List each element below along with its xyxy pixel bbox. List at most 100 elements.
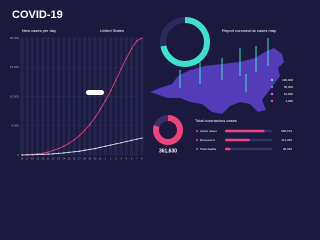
legend-label: 50,000 (284, 85, 294, 89)
point (115, 143, 117, 145)
bar-value: 211,345 (281, 138, 292, 142)
point (83, 149, 86, 152)
point (104, 145, 107, 147)
y-tick-label: 5,000 (11, 124, 19, 128)
bar-value: 336,673 (281, 129, 292, 133)
bullet (196, 139, 198, 141)
x-tick-label: 3 (115, 158, 117, 161)
point (94, 116, 96, 119)
point (73, 139, 75, 141)
x-tick-label: 28 (83, 158, 86, 161)
point (26, 154, 28, 156)
point (89, 148, 91, 151)
point (47, 151, 49, 153)
x-tick-label: 30 (94, 158, 97, 161)
point (78, 150, 81, 152)
legend-dot (270, 99, 274, 103)
legend-dot (270, 92, 274, 96)
point (130, 47, 133, 50)
x-tick-label: 6 (131, 158, 133, 161)
bar (225, 138, 250, 142)
point (42, 153, 44, 156)
x-tick-label: 24 (62, 158, 65, 161)
tooltip (86, 90, 104, 95)
x-tick-label: 27 (78, 158, 81, 161)
bar (225, 147, 231, 151)
point (68, 151, 70, 154)
point (120, 142, 122, 144)
legend-label: 1,000 (285, 99, 293, 103)
bar-title: Total coronavirus cases (195, 118, 237, 123)
bar-label: Total deaths (200, 147, 217, 151)
legend-label: 100,000 (282, 78, 293, 82)
point (78, 134, 81, 137)
point (31, 154, 34, 156)
x-tick-label: 7 (136, 158, 138, 161)
map-spikes (179, 38, 269, 92)
point (99, 146, 101, 149)
country: United States (100, 28, 124, 33)
point (42, 152, 44, 154)
x-tick-label: 16 (21, 158, 24, 161)
point (125, 57, 128, 60)
x-tick-label: 29 (88, 158, 91, 161)
bar-value: 45,345 (283, 147, 293, 151)
point (120, 68, 122, 70)
y-tick-label: 15,000 (10, 65, 20, 69)
x-tick-label: 26 (73, 158, 76, 161)
point (63, 145, 65, 147)
x-tick-label: 8 (141, 158, 143, 161)
x-tick-label: 2 (110, 158, 112, 161)
x-tick-label: 21 (47, 158, 50, 161)
point (21, 154, 23, 156)
point (136, 138, 138, 140)
us-map (150, 38, 284, 114)
point (68, 142, 70, 144)
point (52, 153, 55, 155)
point (125, 140, 128, 143)
point (141, 137, 143, 139)
x-tick-label: 31 (99, 158, 102, 161)
point (130, 139, 133, 142)
point (94, 147, 96, 150)
legend-dot (270, 78, 274, 82)
bar (225, 129, 265, 133)
series-line (21, 37, 143, 156)
x-tick-label: 18 (31, 158, 34, 161)
point (115, 79, 117, 81)
x-tick-label: 20 (41, 158, 44, 161)
legend-dot (270, 85, 274, 89)
x-tick-label: 17 (26, 158, 29, 161)
y-tick-label: 0 (17, 153, 19, 157)
point (89, 123, 91, 126)
point (141, 37, 143, 39)
legend-label: 10,000 (284, 92, 294, 96)
ring-segment (153, 115, 183, 145)
x-tick-label: 19 (36, 158, 39, 161)
x-tick-label: 25 (68, 158, 71, 161)
point (47, 153, 49, 155)
bar-track (225, 147, 272, 151)
dashboard: COVID-19 New cases per day United States… (9, 8, 294, 161)
point (104, 99, 107, 102)
map-shape (150, 48, 284, 114)
bar-label: Active cases (200, 129, 217, 133)
point (109, 89, 112, 92)
point (63, 152, 65, 154)
point (57, 147, 60, 150)
point (99, 108, 101, 111)
title: COVID-19 (12, 9, 63, 21)
y-tick-label: 20,000 (10, 36, 20, 40)
x-tick-label: 1 (105, 158, 107, 161)
point (83, 129, 86, 132)
bar-label: Recovered (200, 138, 215, 142)
x-tick-label: 23 (57, 158, 60, 161)
x-tick-label: 22 (52, 158, 55, 161)
point (109, 144, 112, 146)
bullet (196, 148, 198, 150)
x-tick-label: 4 (120, 158, 122, 161)
line-title: New cases per day (22, 28, 56, 33)
map-title: Report coronavirus cases map (222, 28, 277, 33)
ring-segment (160, 17, 210, 67)
point (57, 152, 60, 155)
